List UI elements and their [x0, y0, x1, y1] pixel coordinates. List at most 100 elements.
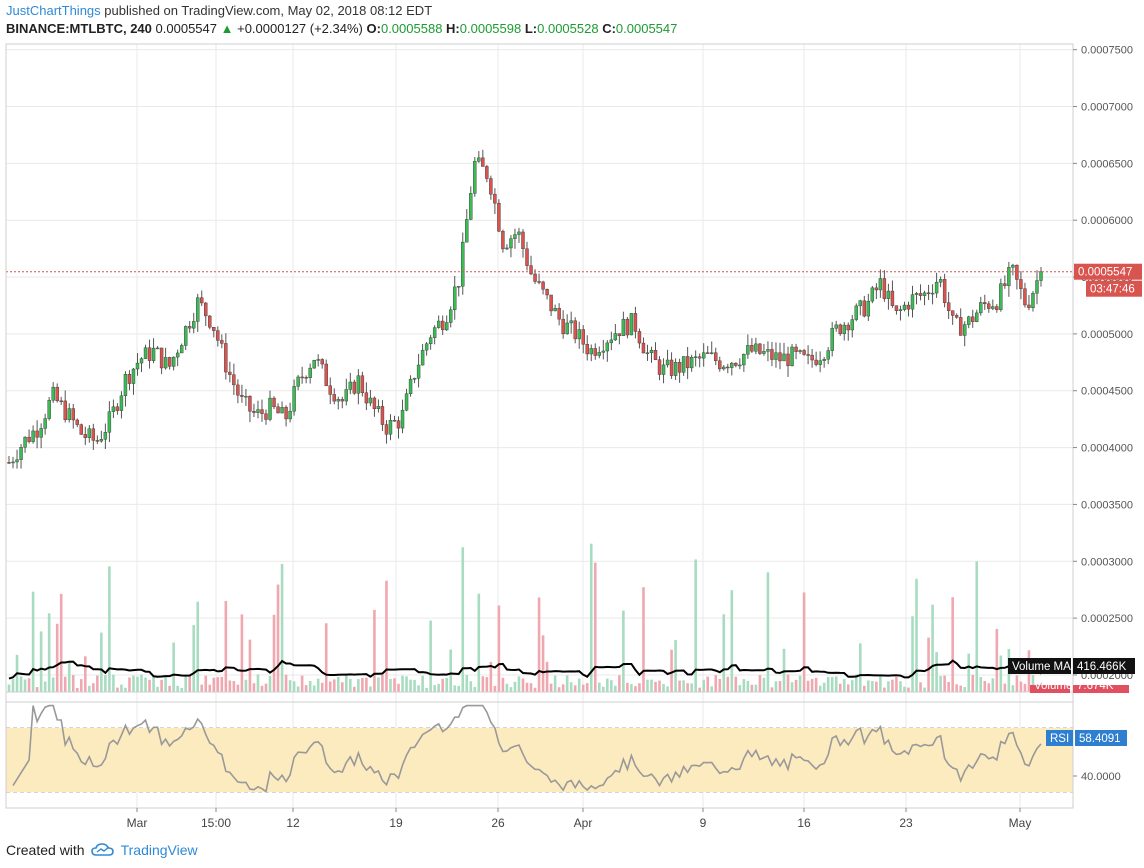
- volume-bar: [272, 614, 276, 692]
- bear-candle: [352, 381, 357, 394]
- bull-candle: [308, 367, 312, 378]
- volume-bar: [116, 687, 119, 692]
- volume-bar: [533, 687, 537, 692]
- volume-bar: [650, 679, 653, 692]
- bull-candle: [469, 193, 473, 220]
- volume-bar: [577, 678, 581, 692]
- volume-bar: [887, 681, 890, 692]
- volume-bar: [469, 681, 473, 692]
- volume-bar: [774, 681, 778, 692]
- open-value: 0.0005588: [380, 21, 443, 36]
- bear-candle: [778, 352, 782, 362]
- bear-candle: [549, 294, 553, 312]
- volume-bar: [296, 686, 300, 692]
- bull-candle: [742, 354, 746, 366]
- bull-candle: [975, 312, 979, 322]
- bull-candle: [866, 300, 871, 317]
- volume-bar: [646, 679, 649, 692]
- bull-candle: [613, 333, 618, 341]
- bear-candle: [593, 348, 597, 356]
- volume-bar: [662, 684, 665, 692]
- bear-candle: [167, 357, 172, 367]
- volume-bar: [642, 587, 645, 692]
- author-link[interactable]: JustChartThings: [6, 3, 101, 18]
- bull-candle: [830, 328, 834, 351]
- volume-bar: [770, 687, 774, 692]
- bull-candle: [605, 342, 610, 352]
- volume-bar: [979, 677, 983, 692]
- volume-bar: [252, 683, 256, 692]
- volume-bar: [465, 675, 469, 692]
- volume-bar: [136, 676, 139, 692]
- volume-bar: [678, 680, 681, 692]
- time-tick-label: 19: [389, 816, 403, 830]
- tradingview-link[interactable]: TradingView: [120, 842, 198, 858]
- volume-bar: [27, 678, 31, 692]
- price-tick-label: 0.0004500: [1081, 386, 1133, 398]
- volume-bar: [83, 656, 87, 692]
- volume-bar: [971, 674, 975, 692]
- bear-candle: [541, 281, 545, 290]
- price-tick-label: 0.0006500: [1081, 158, 1133, 170]
- volume-bar: [750, 684, 754, 692]
- volume-bar: [1003, 683, 1007, 692]
- volume-bar: [618, 675, 621, 692]
- volume-bar: [915, 578, 918, 692]
- up-arrow-icon: ▲: [220, 21, 234, 36]
- last-price-value: 0.0005547: [155, 21, 217, 36]
- volume-bar: [730, 590, 734, 692]
- low-value: 0.0005528: [537, 21, 599, 36]
- volume-bar: [144, 677, 147, 692]
- rsi-label: RSI: [1050, 733, 1069, 745]
- price-tick-label: 0.0005000: [1081, 329, 1133, 341]
- volume-bar: [798, 675, 802, 692]
- bull-candle: [1007, 267, 1011, 286]
- bear-candle: [794, 346, 798, 352]
- volume-bar: [216, 677, 220, 692]
- bull-candle: [163, 357, 168, 369]
- bull-candle: [356, 375, 361, 394]
- volume-bar: [903, 686, 906, 692]
- bear-candle: [890, 290, 895, 306]
- close-label: C:: [602, 21, 616, 36]
- volume-bar: [955, 684, 958, 692]
- bear-candle: [260, 409, 264, 414]
- volume-bar: [312, 685, 316, 692]
- bull-candle: [609, 339, 614, 344]
- bear-candle: [750, 345, 754, 352]
- bull-candle: [629, 313, 634, 336]
- bull-candle: [348, 381, 353, 390]
- bull-candle: [577, 329, 581, 340]
- time-tick-label: Mar: [127, 816, 148, 830]
- bull-candle: [782, 353, 786, 362]
- volume-bar: [858, 643, 862, 692]
- volume-bar: [626, 682, 629, 692]
- bull-candle: [135, 362, 140, 370]
- time-tick-label: Apr: [574, 816, 593, 830]
- chart-grid: [6, 44, 1073, 808]
- symbol-label[interactable]: BINANCE:MTLBTC, 240: [6, 21, 152, 36]
- volume-bar: [381, 675, 384, 692]
- volume-bar: [204, 675, 208, 692]
- last-price-label-box: [1074, 263, 1142, 280]
- price-tick-label: 0.0003500: [1081, 499, 1133, 511]
- volume-bar: [602, 686, 605, 692]
- bear-candle: [240, 395, 244, 397]
- volume-bar: [244, 679, 248, 692]
- bull-candle: [621, 318, 626, 336]
- volume-bar: [385, 580, 388, 692]
- bull-candle: [878, 278, 883, 291]
- price-axis: 0.0007500 0.0007000 0.0006500 0.0006000 0.00…: [1073, 45, 1133, 682]
- volume-bar: [734, 676, 738, 692]
- bull-candle: [288, 410, 292, 420]
- bull-candle: [754, 343, 758, 352]
- volume-bar: [100, 632, 103, 692]
- bull-candle: [922, 292, 927, 296]
- volume-bar: [987, 683, 991, 692]
- bear-candle: [946, 302, 951, 311]
- bull-candle: [43, 418, 47, 429]
- volume-bar: [573, 685, 577, 692]
- rsi-label-box: [1046, 730, 1073, 746]
- volume-bar: [473, 686, 477, 692]
